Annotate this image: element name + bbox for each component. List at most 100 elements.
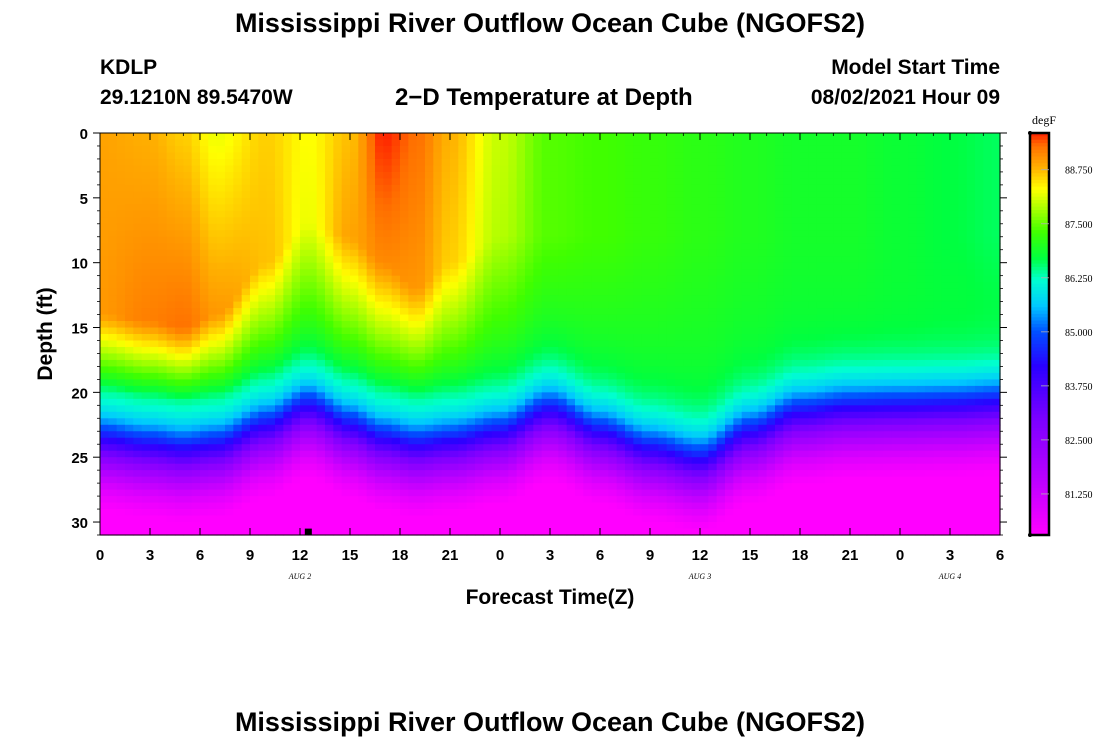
heatmap-cell: [358, 282, 368, 290]
heatmap-cell: [491, 444, 501, 452]
heatmap-cell: [750, 444, 759, 452]
heatmap-cell: [533, 165, 543, 173]
heatmap-cell: [333, 405, 343, 413]
heatmap-cell: [550, 249, 559, 257]
heatmap-cell: [758, 288, 768, 296]
heatmap-cells: [100, 133, 1001, 536]
heatmap-cell: [483, 230, 493, 238]
heatmap-cell: [225, 295, 234, 303]
heatmap-cell: [683, 418, 693, 426]
heatmap-cell: [416, 275, 426, 283]
heatmap-cell: [341, 133, 351, 141]
heatmap-cell: [275, 353, 284, 361]
heatmap-cell: [266, 509, 276, 517]
heatmap-cell: [625, 385, 634, 393]
heatmap-cell: [350, 392, 359, 400]
heatmap-cell: [491, 392, 501, 400]
heatmap-cell: [508, 515, 518, 523]
heatmap-cell: [175, 145, 184, 154]
heatmap-cell: [741, 372, 751, 380]
heatmap-cell: [750, 457, 759, 465]
heatmap-cell: [141, 236, 151, 244]
heatmap-cell: [483, 372, 493, 380]
heatmap-cell: [266, 450, 276, 458]
heatmap-cell: [341, 262, 351, 270]
heatmap-cell: [441, 191, 451, 199]
heatmap-cell: [241, 165, 251, 173]
heatmap-cell: [708, 171, 718, 179]
heatmap-cell: [250, 405, 259, 413]
heatmap-cell: [450, 269, 459, 277]
heatmap-cell: [691, 405, 701, 413]
heatmap-cell: [708, 483, 718, 491]
heatmap-cell: [275, 528, 284, 536]
heatmap-cell: [108, 372, 118, 380]
heatmap-cell: [341, 483, 351, 491]
heatmap-cell: [408, 372, 418, 380]
heatmap-cell: [266, 502, 276, 510]
heatmap-cell: [175, 314, 184, 322]
heatmap-cell: [583, 502, 593, 510]
heatmap-cell: [525, 385, 534, 393]
heatmap-cell: [341, 346, 351, 355]
heatmap-cell: [416, 236, 426, 244]
heatmap-cell: [133, 327, 143, 335]
heatmap-cell: [283, 353, 293, 361]
heatmap-cell: [383, 269, 393, 277]
heatmap-cell: [100, 470, 109, 478]
heatmap-cell: [100, 275, 109, 283]
heatmap-cell: [100, 334, 109, 342]
heatmap-cell: [100, 489, 109, 497]
heatmap-cell: [633, 184, 643, 192]
heatmap-cell: [758, 171, 768, 179]
heatmap-cell: [516, 385, 526, 393]
heatmap-cell: [300, 528, 309, 536]
heatmap-cell: [300, 139, 309, 147]
heatmap-cell: [658, 457, 668, 465]
heatmap-cell: [708, 346, 718, 355]
heatmap-cell: [566, 457, 576, 465]
heatmap-cell: [533, 145, 543, 154]
heatmap-cell: [383, 321, 393, 329]
heatmap-cell: [666, 314, 676, 322]
heatmap-cell: [150, 496, 159, 504]
heatmap-cell: [700, 243, 709, 251]
heatmap-cell: [275, 489, 284, 497]
heatmap-cell: [525, 496, 534, 504]
heatmap-cell: [166, 178, 176, 186]
heatmap-cell: [366, 450, 376, 458]
heatmap-cell: [291, 483, 301, 491]
heatmap-cell: [550, 282, 559, 290]
heatmap-cell: [733, 327, 743, 335]
heatmap-cell: [350, 379, 359, 387]
heatmap-cell: [175, 476, 184, 484]
heatmap-cell: [258, 522, 268, 530]
heatmap-cell: [125, 133, 134, 141]
heatmap-cell: [666, 178, 676, 186]
heatmap-cell: [625, 256, 634, 264]
heatmap-cell: [150, 139, 159, 147]
heatmap-cell: [275, 236, 284, 244]
heatmap-cell: [333, 470, 343, 478]
heatmap-cell: [566, 476, 576, 484]
heatmap-cell: [741, 424, 751, 432]
heatmap-cell: [358, 528, 368, 536]
heatmap-cell: [400, 295, 409, 303]
heatmap-cell: [408, 204, 418, 212]
heatmap-cell: [750, 204, 759, 212]
heatmap-cell: [391, 178, 401, 186]
heatmap-cell: [183, 139, 193, 147]
heatmap-cell: [741, 353, 751, 361]
heatmap-cell: [108, 496, 118, 504]
heatmap-cell: [766, 178, 776, 186]
heatmap-cell: [758, 204, 768, 212]
heatmap-cell: [266, 288, 276, 296]
heatmap-cell: [725, 243, 734, 251]
heatmap-cell: [141, 509, 151, 517]
heatmap-cell: [525, 262, 534, 270]
heatmap-cell: [216, 346, 226, 355]
heatmap-cell: [583, 249, 593, 257]
heatmap-cell: [675, 308, 684, 316]
heatmap-cell: [108, 379, 118, 387]
heatmap-cell: [616, 243, 626, 251]
